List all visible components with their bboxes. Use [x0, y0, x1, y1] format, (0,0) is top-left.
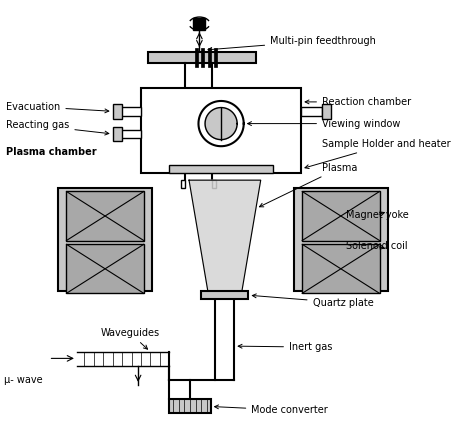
Bar [201, 48, 204, 67]
Bar [302, 191, 380, 241]
Text: Inert gas: Inert gas [238, 342, 332, 352]
Polygon shape [205, 108, 237, 140]
Text: Multi-pin feedthrough: Multi-pin feedthrough [208, 35, 376, 51]
Text: Viewing window: Viewing window [247, 119, 401, 129]
Text: Plasma chamber: Plasma chamber [6, 147, 97, 157]
Text: Plasma: Plasma [259, 163, 357, 207]
Text: Solenoid coil: Solenoid coil [346, 241, 407, 251]
Text: Reacting gas: Reacting gas [6, 121, 109, 135]
Bar [141, 88, 301, 173]
Bar [195, 48, 198, 67]
Text: Magnet yoke: Magnet yoke [346, 210, 408, 220]
Bar [147, 52, 256, 63]
Bar [58, 188, 152, 292]
Bar [181, 180, 185, 188]
Text: Quartz plate: Quartz plate [252, 294, 374, 308]
Bar [120, 130, 141, 138]
Bar [208, 48, 211, 67]
Bar [120, 107, 141, 116]
Text: Sample Holder and heater: Sample Holder and heater [305, 140, 451, 168]
Bar [302, 244, 380, 293]
Text: μ- wave: μ- wave [4, 375, 43, 385]
Polygon shape [199, 101, 244, 146]
Bar [294, 188, 388, 292]
Bar [212, 180, 217, 188]
Bar [66, 244, 144, 293]
Bar [169, 399, 211, 413]
Bar [113, 104, 122, 119]
Bar [322, 104, 331, 119]
Bar [201, 292, 248, 299]
Text: Reaction chamber: Reaction chamber [305, 97, 411, 107]
Text: Evacuation: Evacuation [6, 102, 109, 113]
Polygon shape [189, 180, 261, 292]
Text: Mode converter: Mode converter [215, 405, 328, 415]
Bar [215, 48, 217, 67]
Bar [301, 107, 322, 116]
Bar [66, 191, 144, 241]
Bar [113, 127, 122, 140]
Text: Waveguides: Waveguides [100, 328, 160, 349]
Bar [169, 165, 273, 173]
